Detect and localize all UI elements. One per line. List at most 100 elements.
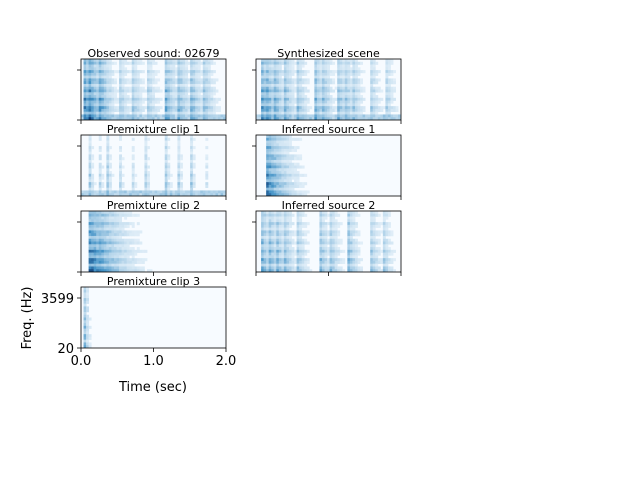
spectrogram-cell	[301, 72, 305, 76]
spectrogram-cell	[116, 258, 120, 262]
spectrogram-cell	[121, 95, 125, 99]
spectrogram-cell	[273, 233, 277, 237]
spectrogram-cell	[266, 70, 270, 74]
spectrogram-cell	[286, 75, 290, 79]
spectrogram-cell	[91, 67, 95, 71]
spectrogram-cell	[344, 67, 348, 71]
spectrogram-cell	[103, 64, 107, 68]
spectrogram-cell	[101, 75, 105, 79]
spectrogram-cell	[167, 173, 171, 177]
spectrogram-cell	[179, 72, 183, 76]
spectrogram-cell	[324, 238, 328, 242]
spectrogram-cell	[144, 154, 148, 158]
spectrogram-cell	[136, 260, 140, 264]
spectrogram-cell	[119, 103, 122, 107]
spectrogram-cell	[342, 61, 346, 65]
spectrogram-cell	[116, 224, 120, 228]
spectrogram-cell	[327, 83, 330, 88]
spectrogram-cell	[324, 117, 328, 120]
spectrogram-cell	[382, 244, 386, 248]
spectrogram-cell	[349, 61, 353, 65]
spectrogram-cell	[296, 61, 300, 65]
spectrogram-cell	[304, 111, 308, 115]
spectrogram-cell	[263, 269, 267, 272]
spectrogram-cell	[337, 75, 341, 79]
spectrogram-cell	[337, 249, 341, 253]
spectrogram-cell	[121, 114, 125, 118]
spectrogram-cell	[296, 72, 300, 76]
spectrogram-cell	[288, 260, 292, 264]
spectrogram-cell	[131, 266, 135, 270]
spectrogram-cell	[187, 97, 191, 101]
spectrogram-cell	[131, 64, 135, 68]
spectrogram-cell	[271, 117, 275, 120]
spectrogram-cell	[121, 70, 125, 74]
spectrogram-cell	[261, 263, 265, 267]
spectrogram-cell	[182, 92, 186, 96]
spectrogram-cell	[169, 92, 173, 96]
spectrogram-cell	[347, 230, 351, 234]
spectrogram-cell	[223, 190, 226, 194]
spectrogram-cell	[91, 230, 95, 234]
spectrogram-cell	[98, 269, 102, 272]
spectrogram-cell	[124, 106, 128, 110]
spectrogram-cell	[139, 78, 143, 82]
spectrogram-cell	[268, 103, 272, 107]
spectrogram-cell	[291, 117, 295, 120]
spectrogram-cell	[283, 182, 287, 186]
spectrogram-cell	[390, 59, 394, 63]
spectrogram-cell	[337, 117, 341, 120]
spectrogram-cell	[119, 258, 122, 262]
spectrogram-cell	[271, 187, 275, 191]
spectrogram-cell	[164, 114, 168, 118]
spectrogram-cell	[215, 108, 219, 112]
spectrogram-cell	[296, 260, 300, 264]
spectrogram-cell	[192, 146, 196, 150]
spectrogram-cell	[286, 67, 290, 71]
spectrogram-cell	[119, 227, 122, 231]
spectrogram-cell	[164, 146, 168, 150]
spectrogram-cell	[197, 106, 201, 110]
spectrogram-cell	[131, 241, 135, 245]
spectrogram-cell	[301, 266, 305, 270]
spectrogram-cell	[141, 106, 145, 110]
spectrogram-cell	[268, 260, 272, 264]
spectrogram-cell	[306, 117, 310, 120]
spectrogram-cell	[131, 190, 135, 194]
spectrogram-cell	[119, 173, 122, 177]
spectrogram-cell	[288, 111, 292, 115]
spectrogram-cell	[268, 216, 272, 220]
spectrogram-cell	[352, 244, 356, 248]
spectrogram-cell	[319, 263, 323, 267]
spectrogram-cell	[266, 213, 270, 217]
spectrogram-cell	[88, 260, 92, 264]
spectrogram-cell	[113, 100, 117, 104]
spectrogram-cell	[185, 78, 188, 82]
spectrogram-cell	[283, 211, 287, 215]
spectrogram-cell	[93, 249, 97, 253]
spectrogram-cell	[134, 266, 138, 270]
spectrogram-cell	[103, 224, 107, 228]
spectrogram-cell	[276, 224, 280, 228]
spectrogram-cell	[106, 193, 110, 196]
spectrogram-cell	[88, 224, 92, 228]
spectrogram-cell	[360, 100, 363, 104]
spectrogram-cell	[327, 92, 330, 96]
spectrogram-cell	[294, 137, 297, 141]
spectrogram-cell	[195, 117, 199, 120]
spectrogram-cell	[86, 292, 90, 296]
spectrogram-cell	[382, 235, 386, 240]
spectrogram-cell	[111, 233, 115, 237]
spectrogram-cell	[116, 222, 120, 226]
spectrogram-cell	[291, 165, 295, 169]
spectrogram-cell	[144, 258, 148, 262]
spectrogram-cell	[91, 165, 95, 169]
spectrogram-cell	[337, 114, 341, 118]
spectrogram-cell	[276, 252, 280, 256]
spectrogram-cell	[329, 97, 333, 101]
spectrogram-cell	[88, 222, 92, 226]
spectrogram-cell	[382, 258, 386, 262]
spectrogram-cell	[332, 106, 336, 110]
spectrogram-cell	[342, 89, 346, 93]
spectrogram-cell	[266, 241, 270, 245]
